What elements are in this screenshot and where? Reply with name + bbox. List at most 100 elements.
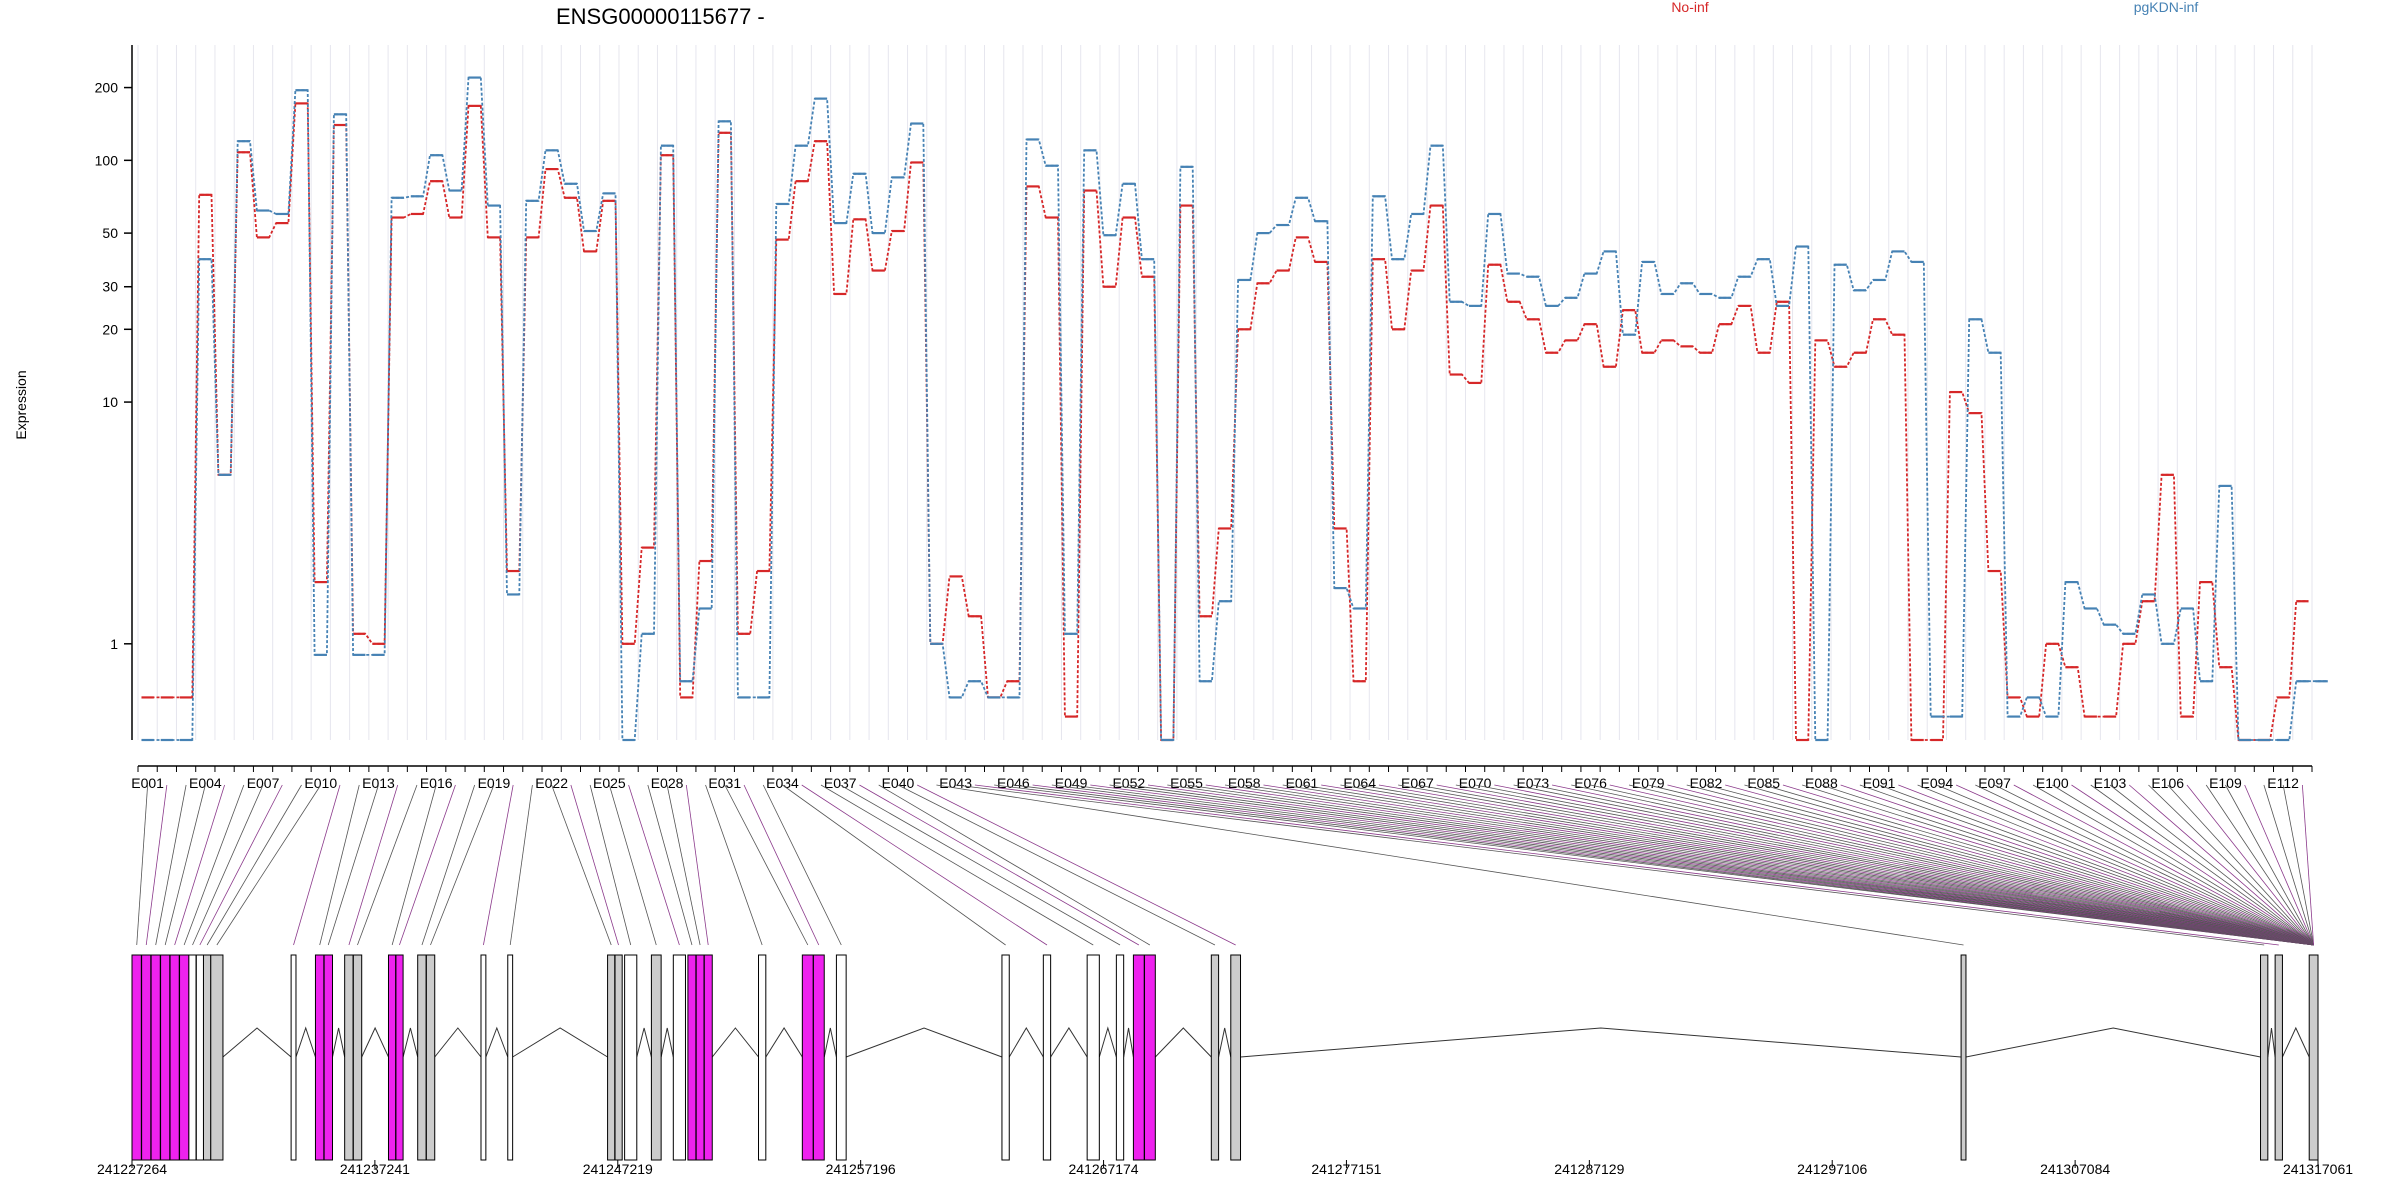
exon-connector (762, 784, 842, 946)
intron (402, 1027, 419, 1058)
exon-connector (1763, 784, 2314, 946)
exon-block (210, 954, 224, 1161)
exon-connector (1109, 784, 2314, 946)
exon-connector (1975, 784, 2314, 946)
intron (1154, 1027, 1212, 1058)
x-tick-label: E055 (1170, 775, 1203, 791)
exon-connector (551, 784, 612, 946)
x-tick-label: E004 (189, 775, 222, 791)
exon-block (1115, 954, 1125, 1161)
genomic-tick-label: 241267174 (1069, 1161, 1139, 1177)
x-tick-label: E112 (2267, 775, 2299, 791)
intron (222, 1027, 292, 1058)
intron (1008, 1027, 1044, 1058)
exon-connector (327, 784, 379, 946)
exon-block (202, 954, 212, 1161)
genomic-tick-label: 241317061 (2283, 1161, 2353, 1177)
exon-connector (430, 784, 495, 946)
series-line-no-inf (141, 102, 2309, 741)
exon-connector (1513, 784, 2314, 946)
exon-block (650, 954, 662, 1161)
exon-connector (1917, 784, 2314, 946)
x-tick-label: E049 (1055, 775, 1088, 791)
intron (1965, 1027, 2261, 1058)
genomic-tick-label: 241287129 (1554, 1161, 1624, 1177)
exon-connector (1417, 784, 2314, 946)
x-tick-label: E082 (1690, 775, 1723, 791)
x-tick-label: E007 (247, 775, 280, 791)
exon-connector (2186, 784, 2314, 946)
x-tick-label: E085 (1747, 775, 1780, 791)
exon-connector (183, 784, 245, 946)
exon-connector (1244, 784, 2314, 946)
intron (2267, 1027, 2276, 1058)
x-tick-label: E064 (1343, 775, 1376, 791)
exon-connector (705, 784, 763, 946)
exon-block (290, 954, 297, 1161)
exon-block (1042, 954, 1052, 1161)
exon-connector (916, 784, 1236, 946)
x-tick-label: E100 (2036, 775, 2069, 791)
intron (332, 1027, 346, 1058)
x-tick-label: E019 (478, 775, 511, 791)
exon-connector (136, 784, 149, 946)
exon-connector (820, 784, 1094, 946)
exon-block (1210, 954, 1220, 1161)
exon-connector (1147, 784, 2314, 946)
x-tick-label: E013 (362, 775, 395, 791)
x-tick-label: E010 (304, 775, 337, 791)
exon-connector (2032, 784, 2314, 946)
exon-connector (2013, 784, 2314, 946)
exon-block (687, 954, 713, 1161)
exon-connector (685, 784, 709, 946)
exon-connector (1590, 784, 2314, 946)
x-tick-label: E016 (420, 775, 453, 791)
exon-block (2308, 954, 2319, 1161)
exon-block (672, 954, 686, 1161)
exon-connector (421, 784, 476, 946)
intron (1240, 1027, 1962, 1058)
x-tick-label: E040 (882, 775, 915, 791)
x-tick-label: E109 (2209, 775, 2242, 791)
intron (2281, 1026, 2310, 1058)
exon-block (1960, 954, 1967, 1161)
x-tick-label: E079 (1632, 775, 1665, 791)
y-tick-label: 50 (102, 225, 118, 241)
exon-connector (1705, 784, 2314, 946)
legend-no-inf: No-inf (1671, 0, 1708, 15)
exon-connector (174, 784, 225, 946)
exon-connector (2244, 784, 2314, 946)
x-tick-label: E022 (535, 775, 568, 791)
intron (1050, 1027, 1088, 1058)
exon-connector (1494, 784, 2314, 946)
exon-connector (1128, 784, 2314, 946)
exon-connector (1051, 784, 2314, 946)
x-tick-label: E076 (1574, 775, 1607, 791)
exon-connector (1821, 784, 2314, 946)
series-line-pgkdn-inf (141, 76, 2328, 741)
exon-connector (589, 784, 632, 946)
exon-connector (2205, 784, 2314, 946)
exon-connector (1628, 784, 2314, 946)
intron (711, 1027, 759, 1058)
exon-connector (840, 784, 1121, 946)
x-tick-label: E046 (997, 775, 1030, 791)
exon-connector (155, 784, 187, 946)
exon-connector (1167, 784, 2314, 946)
exon-block (1086, 954, 1100, 1161)
exon-connector (1571, 784, 2314, 946)
exon-connector (955, 784, 2265, 946)
exon-connector (216, 784, 322, 946)
exon-connector (743, 784, 820, 946)
exon-connector (1301, 784, 2314, 946)
exon-block (2274, 954, 2283, 1161)
y-tick-label: 30 (102, 279, 118, 295)
exon-connector (1282, 784, 2314, 946)
exon-connector (1398, 784, 2314, 946)
legend-pgkdn-inf: pgKDN-inf (2134, 0, 2199, 15)
exon-connector (1936, 784, 2314, 946)
exon-block (1001, 954, 1010, 1161)
genomic-tick-label: 241247219 (583, 1161, 653, 1177)
exon-connector (357, 784, 418, 946)
